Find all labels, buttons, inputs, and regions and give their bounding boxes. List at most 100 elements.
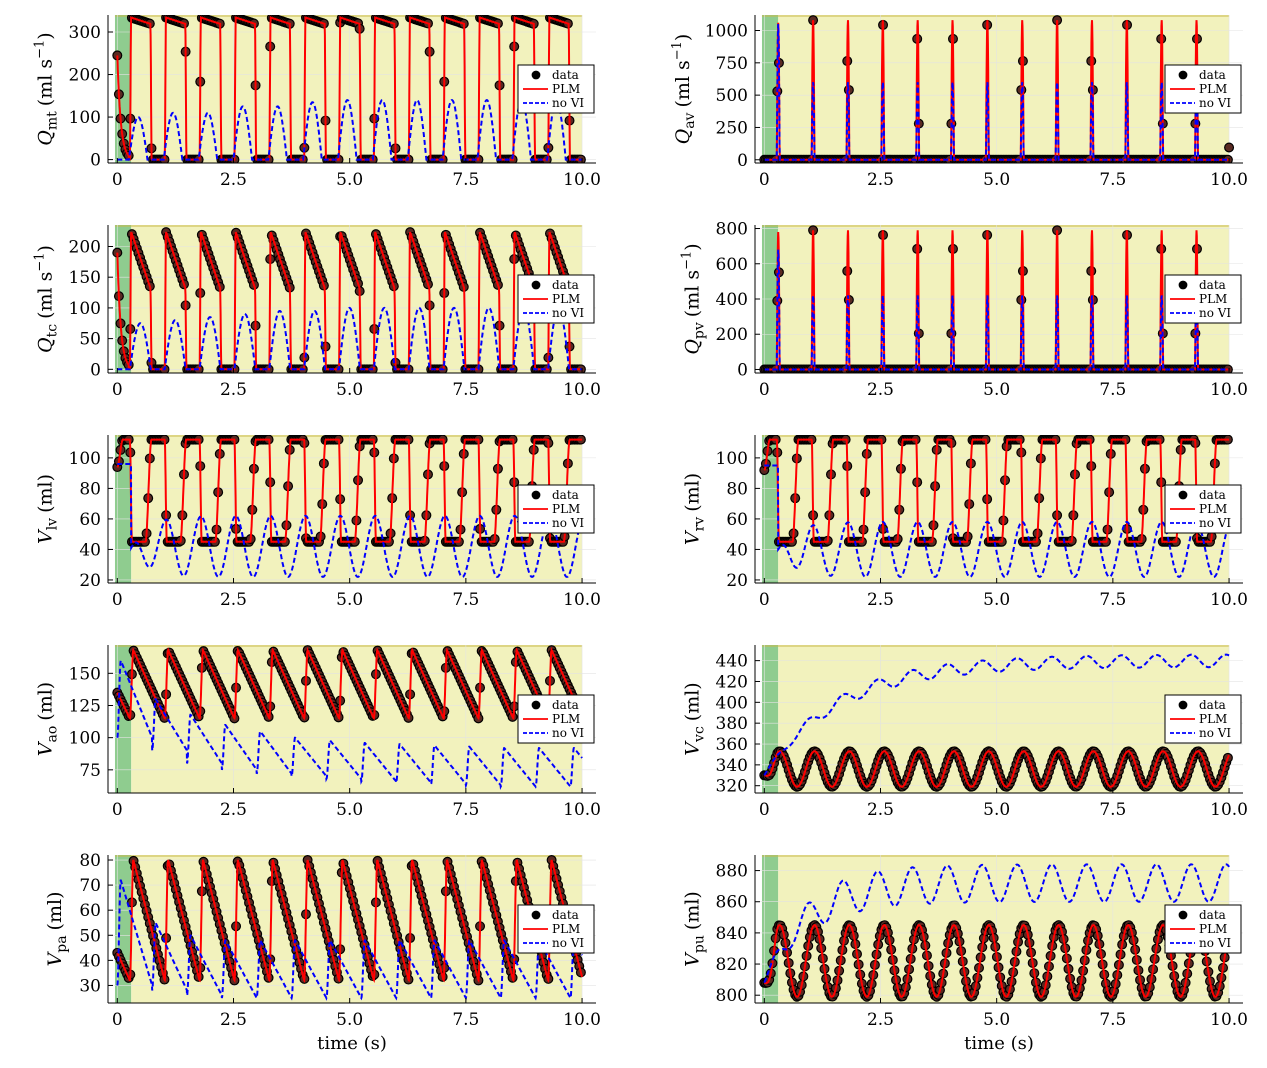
- plot-area: [759, 435, 1233, 578]
- y-tick-label: 60: [726, 510, 748, 530]
- x-tick-label: 7.5: [452, 170, 479, 190]
- y-tick-label: 30: [79, 976, 101, 996]
- y-tick-label: 860: [716, 893, 748, 913]
- panel-Vao: 0 2.5 5.0 7.5 10.0 75 100 125 150 Vao(ml) dataPLMn…: [35, 645, 601, 820]
- legend-label-data: data: [1199, 698, 1226, 712]
- x-tick-label: 0: [112, 1010, 123, 1030]
- y-tick-label: 360: [716, 735, 748, 755]
- legend-label-data: data: [1199, 908, 1226, 922]
- y-tick-label: 80: [79, 479, 101, 499]
- legend-marker-data: [531, 70, 541, 80]
- x-tick-label: 0: [112, 590, 123, 610]
- legend-label-data: data: [552, 488, 579, 502]
- legend-label-novi: no VI: [1199, 516, 1231, 530]
- x-tick-label: 0: [112, 380, 123, 400]
- x-tick-label: 7.5: [452, 800, 479, 820]
- x-tick-label: 10.0: [563, 800, 601, 820]
- y-axis-label: Vvc(ml): [682, 682, 708, 755]
- x-tick-label: 10.0: [1210, 1010, 1248, 1030]
- y-tick-label: 880: [716, 862, 748, 882]
- test-region: [778, 645, 1230, 793]
- y-axis-label: Vlv(ml): [35, 474, 61, 544]
- x-tick-label: 10.0: [1210, 800, 1248, 820]
- legend-label-data: data: [552, 68, 579, 82]
- y-tick-label: 40: [79, 951, 101, 971]
- y-tick-label: 150: [69, 268, 101, 288]
- x-tick-label: 0: [112, 800, 123, 820]
- x-tick-label: 10.0: [563, 1010, 601, 1030]
- y-tick-label: 500: [716, 86, 748, 106]
- y-axis-label: Qpv(ml s−1): [680, 243, 708, 354]
- y-tick-label: 100: [716, 449, 748, 469]
- x-tick-label: 0: [759, 590, 770, 610]
- y-tick-label: 750: [716, 54, 748, 74]
- y-tick-label: 400: [716, 290, 748, 310]
- y-tick-label: 80: [726, 479, 748, 499]
- y-tick-label: 200: [69, 66, 101, 86]
- x-tick-label: 5.0: [983, 380, 1010, 400]
- x-tick-label: 7.5: [452, 380, 479, 400]
- legend-label-data: data: [552, 908, 579, 922]
- legend-label-novi: no VI: [1199, 726, 1231, 740]
- legend-marker-data: [531, 910, 541, 920]
- legend-label-data: data: [552, 278, 579, 292]
- x-tick-label: 10.0: [1210, 380, 1248, 400]
- legend-label-novi: no VI: [552, 936, 584, 950]
- y-tick-label: 125: [69, 696, 101, 716]
- y-tick-label: 200: [69, 237, 101, 257]
- panel-Qpv: 0 2.5 5.0 7.5 10.0 0 200 400 600 800 Qpv(ml s−1) da…: [680, 220, 1248, 400]
- y-tick-label: 50: [79, 926, 101, 946]
- y-axis-label: Qtc(ml s−1): [33, 245, 61, 353]
- legend-label-data: data: [552, 698, 579, 712]
- y-tick-label: 75: [79, 761, 101, 781]
- x-tick-label: 7.5: [1099, 380, 1126, 400]
- x-tick-label: 10.0: [563, 380, 601, 400]
- data-point: [1224, 142, 1235, 153]
- y-axis-label: Vao(ml): [35, 682, 61, 756]
- y-tick-label: 440: [716, 652, 748, 672]
- y-tick-label: 800: [716, 220, 748, 240]
- x-tick-label: 5.0: [336, 170, 363, 190]
- y-tick-label: 60: [79, 901, 101, 921]
- legend-marker-data: [1178, 490, 1188, 500]
- legend-label-plm: PLM: [552, 922, 580, 936]
- train-region: [114, 225, 132, 373]
- train-region: [114, 645, 132, 793]
- x-tick-label: 2.5: [220, 800, 247, 820]
- legend-label-plm: PLM: [552, 82, 580, 96]
- train-region: [761, 15, 779, 163]
- plot-area: [112, 15, 586, 163]
- x-tick-label: 5.0: [336, 1010, 363, 1030]
- y-tick-label: 100: [69, 299, 101, 319]
- y-tick-label: 1000: [705, 22, 748, 42]
- panel-Vrv: 0 2.5 5.0 7.5 10.0 20 40 60 80 100 Vrv(ml) dataPLMn…: [682, 435, 1248, 610]
- series-line-plm: [116, 438, 583, 543]
- x-tick-label: 2.5: [867, 380, 894, 400]
- x-tick-label: 0: [759, 380, 770, 400]
- y-tick-label: 800: [716, 986, 748, 1006]
- y-tick-label: 200: [716, 325, 748, 345]
- legend-label-plm: PLM: [1199, 922, 1227, 936]
- panel-Vlv: 0 2.5 5.0 7.5 10.0 20 40 60 80 100 Vlv(ml) dataPLMn…: [35, 435, 601, 610]
- panel-Vpu: 0 2.5 5.0 7.5 10.0 800 820 840 860 880 Vpu(ml) time…: [682, 855, 1248, 1054]
- y-tick-label: 20: [79, 571, 101, 591]
- y-tick-label: 100: [69, 108, 101, 128]
- legend-marker-data: [531, 700, 541, 710]
- series-line-novi: [764, 23, 1230, 161]
- x-tick-label: 10.0: [1210, 590, 1248, 610]
- y-tick-label: 20: [726, 571, 748, 591]
- y-tick-label: 300: [69, 23, 101, 43]
- y-tick-label: 340: [716, 756, 748, 776]
- x-tick-label: 5.0: [983, 1010, 1010, 1030]
- x-tick-label: 2.5: [867, 1010, 894, 1030]
- y-tick-label: 150: [69, 664, 101, 684]
- legend-label-plm: PLM: [552, 502, 580, 516]
- legend-label-novi: no VI: [552, 516, 584, 530]
- legend-label-novi: no VI: [552, 306, 584, 320]
- panel-Qav: 0 2.5 5.0 7.5 10.0 0 250 500 750 1000 Qav(ml s−1) d…: [670, 15, 1248, 190]
- legend-marker-data: [1178, 700, 1188, 710]
- x-tick-label: 10.0: [563, 170, 601, 190]
